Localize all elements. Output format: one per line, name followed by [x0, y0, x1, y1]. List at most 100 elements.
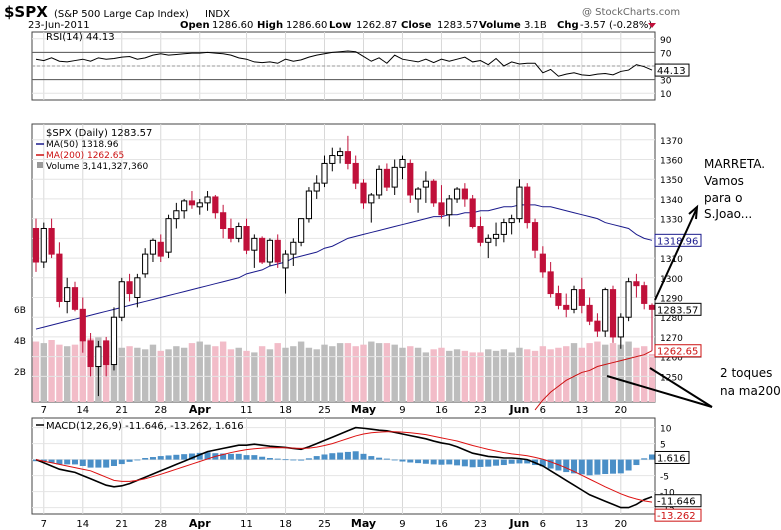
macd-hist-bar-63 [524, 459, 531, 464]
ma200-last-label: 1262.65 [657, 347, 698, 358]
candle-body-32 [282, 253, 289, 269]
candle-body-57 [477, 226, 484, 243]
candle-body-9 [103, 340, 110, 366]
candle-body-49 [414, 188, 422, 200]
watermark: @ StockCharts.com [582, 7, 680, 18]
macd-hist-last-label-box [654, 450, 690, 464]
volume-bar-78 [641, 346, 648, 402]
chg-value: -3.57 (-0.28%) [580, 20, 652, 31]
candle-body-50 [422, 180, 429, 188]
macd-hist-bar-21 [196, 452, 203, 460]
macd-hist-bar-66 [547, 459, 554, 469]
candle-body-54 [453, 188, 461, 200]
macd-hist-bar-22 [204, 452, 211, 460]
ma200-legend: MA(200) 1262.65 [46, 151, 124, 161]
macd-hist-bar-47 [399, 459, 406, 462]
candle-body-76 [625, 281, 632, 318]
volume-bar-15 [149, 344, 157, 402]
x-label-macd-7: 25 [318, 519, 331, 530]
volume-bar-66 [547, 349, 554, 402]
rsi-last-label-box [654, 63, 690, 77]
volume-bar-45 [383, 343, 391, 402]
volume-bar-6 [79, 341, 86, 402]
price-tick-6: 1310 [660, 255, 683, 265]
volume-bar-44 [375, 343, 383, 402]
volume-bar-76 [625, 341, 632, 402]
candle-body-17 [165, 218, 172, 253]
x-label-macd-9: 9 [399, 519, 405, 530]
ma50-legend: MA(50) 1318.96 [46, 140, 119, 150]
volume-bar-70 [578, 347, 586, 402]
macd-hist-bar-12 [126, 459, 133, 462]
close-value: 1283.57 [437, 20, 478, 31]
volume-bar-63 [524, 349, 531, 402]
candle-body-27 [243, 226, 250, 251]
volume-tick-2: 6B [14, 306, 26, 316]
volume-bar-69 [570, 343, 578, 402]
price-tick-0: 1250 [660, 373, 683, 383]
x-label-price-10: 16 [435, 405, 448, 416]
ma50-last-label-box [654, 233, 702, 247]
candle-body-73 [602, 289, 609, 332]
macd-tick-5: 10 [660, 425, 672, 435]
ma200-last-label-box [654, 344, 702, 358]
macd-hist-bar-33 [290, 459, 297, 461]
volume-bar-39 [336, 343, 344, 402]
volume-bar-51 [430, 349, 437, 402]
macd-hist-bar-3 [56, 459, 63, 465]
candle-body-74 [609, 289, 617, 338]
x-label-macd-6: 18 [279, 519, 292, 530]
macd-hist-bar-65 [539, 459, 546, 467]
x-label-macd-14: 13 [575, 519, 588, 530]
volume-bar-38 [329, 346, 336, 402]
macd-hist-bar-77 [633, 459, 640, 466]
rsi-tick-3: 70 [660, 49, 672, 59]
candle-body-69 [570, 289, 578, 310]
candle-body-28 [251, 237, 258, 251]
volume-bar-25 [227, 349, 235, 402]
volume-bar-65 [539, 346, 547, 402]
macd-hist-bar-24 [220, 453, 227, 460]
volume-bar-23 [212, 346, 219, 402]
candle-body-26 [235, 226, 242, 239]
volume-bar-79 [648, 353, 656, 402]
macd-hist-bar-29 [259, 456, 266, 460]
price-tick-1: 1260 [660, 354, 683, 364]
candle-body-55 [461, 188, 468, 200]
x-label-price-9: 9 [399, 405, 405, 416]
price-tick-9: 1340 [660, 196, 683, 206]
volume-bar-56 [469, 352, 476, 402]
macd-hist-bar-54 [454, 459, 461, 466]
candle-body-39 [337, 151, 344, 157]
macd-series-line-1 [35, 431, 653, 503]
price-tick-2: 1270 [660, 334, 683, 344]
x-label-macd-2: 21 [115, 519, 128, 530]
candle-body-10 [110, 316, 118, 366]
macd-hist-bar-28 [251, 455, 258, 460]
candle-body-61 [508, 218, 515, 224]
candle-body-30 [266, 239, 274, 263]
candle-body-71 [586, 304, 593, 322]
macd-hist-bar-62 [516, 459, 523, 464]
volume-tick-1: 4B [14, 337, 26, 347]
macd-hist-bar-52 [438, 459, 445, 465]
candle-body-43 [368, 194, 375, 204]
candle-body-35 [305, 190, 313, 220]
open-value: 1286.60 [212, 20, 253, 31]
macd-hist-bar-13 [134, 459, 141, 461]
rsi-tick-1: 30 [660, 77, 672, 87]
x-label-macd-11: 23 [474, 519, 487, 530]
macd-hist-bar-32 [282, 459, 289, 461]
macd-hist-bar-1 [40, 459, 47, 462]
x-label-price-4: Apr [189, 403, 211, 416]
macd-hist-bar-14 [142, 458, 149, 460]
arrow-line-1 [606, 375, 713, 408]
volume-bar-21 [196, 341, 203, 402]
candle-body-60 [500, 222, 507, 235]
volume-bar-43 [368, 341, 375, 402]
index-name: (S&P 500 Large Cap Index) [54, 9, 189, 20]
macd-hist-bar-42 [360, 453, 367, 460]
candle-body-78 [641, 285, 648, 304]
macd-hist-bar-5 [71, 459, 78, 465]
volume-bar-49 [414, 347, 422, 402]
